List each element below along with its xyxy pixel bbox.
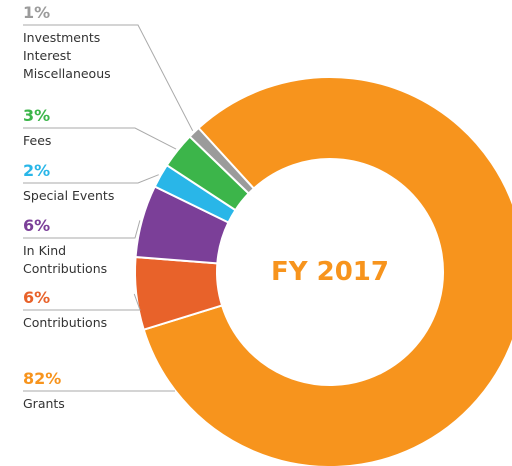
- category-label: In Kind Contributions: [23, 243, 108, 276]
- category-label: Contributions: [23, 315, 108, 330]
- value-label: 2%: [23, 161, 51, 180]
- leader-line: [23, 24, 194, 131]
- value-label: 1%: [23, 3, 51, 22]
- leader-line: [23, 127, 177, 150]
- category-label: Special Events: [23, 188, 115, 203]
- donut-slice: [142, 76, 512, 466]
- value-label: 82%: [23, 369, 62, 388]
- category-label: Grants: [23, 396, 65, 411]
- value-label: 3%: [23, 106, 51, 125]
- value-label: 6%: [23, 216, 51, 235]
- leader-line: [23, 174, 159, 184]
- category-label: Investments Interest Miscellaneous: [23, 30, 111, 81]
- category-label: Fees: [23, 133, 52, 148]
- center-label: FY 2017: [270, 257, 389, 287]
- value-label: 6%: [23, 288, 51, 307]
- leader-line: [23, 293, 141, 311]
- donut-slice: [188, 126, 256, 195]
- leader-line: [23, 220, 141, 239]
